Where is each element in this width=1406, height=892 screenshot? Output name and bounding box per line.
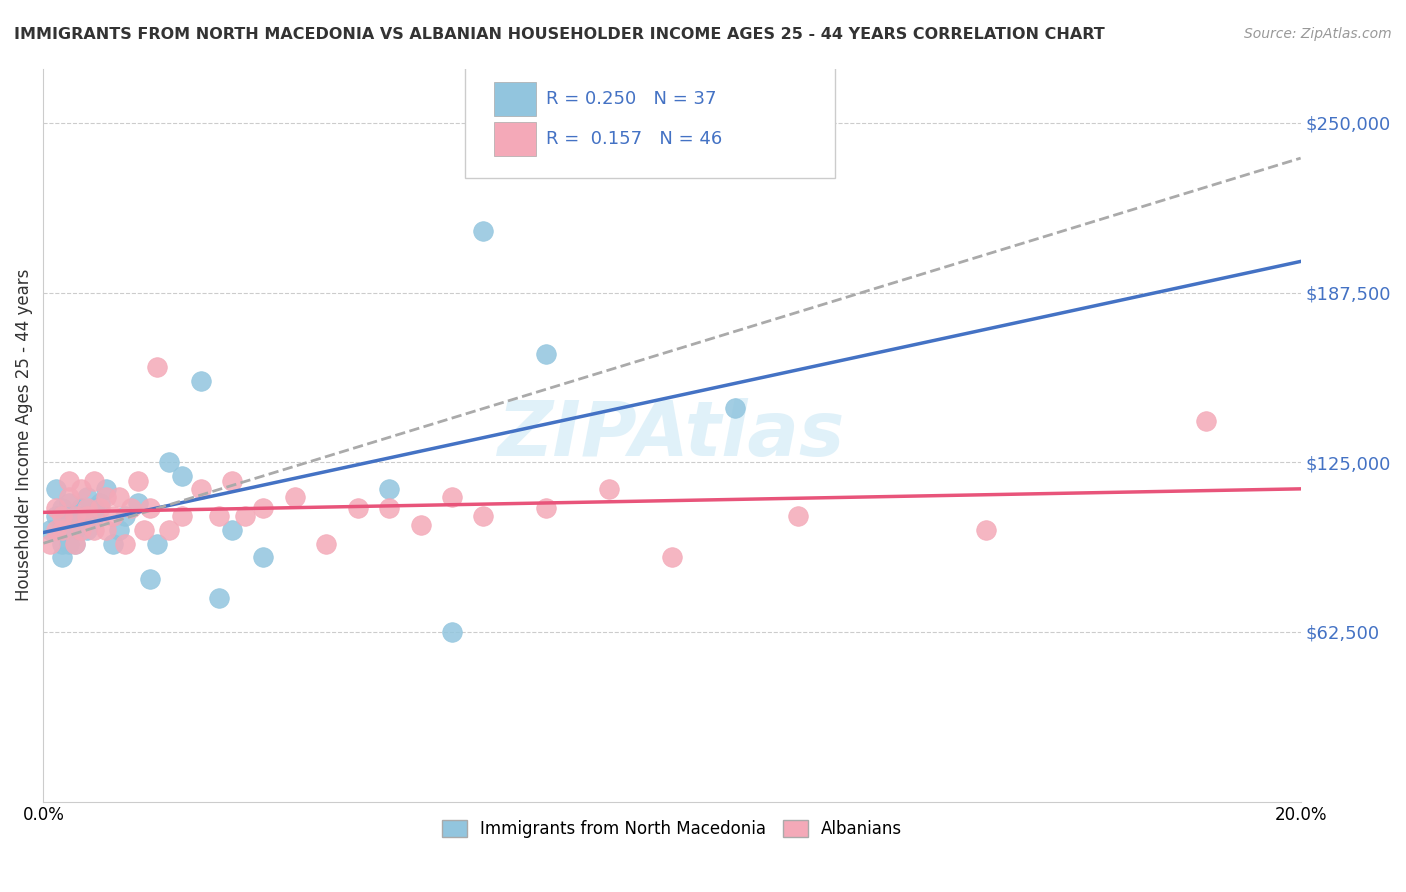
Point [114,536,136,550]
Point [208,509,231,524]
Point [157,523,180,537]
Point [378,501,401,516]
Point [89,496,111,510]
Point [139,572,162,586]
Point [51,509,73,524]
Point [96,523,118,537]
Point [96,491,118,505]
Point [661,550,683,565]
Point [252,501,274,516]
Text: R = 0.250   N = 37: R = 0.250 N = 37 [547,90,717,108]
Point [598,483,620,497]
Point [76,501,98,516]
Point [38,523,60,537]
Point [190,374,212,388]
Point [440,624,463,639]
Point [58,523,80,537]
Point [409,517,432,532]
Y-axis label: Householder Income Ages 25 - 44 years: Householder Income Ages 25 - 44 years [15,268,32,601]
Point [70,509,93,524]
Point [89,501,111,516]
Point [63,523,86,537]
Point [51,550,73,565]
Point [1195,415,1218,429]
Point [101,536,124,550]
Point [221,523,243,537]
Point [83,474,105,488]
Point [472,509,495,524]
Point [70,523,93,537]
Point [378,483,401,497]
Point [145,360,167,375]
Point [221,474,243,488]
Point [76,491,98,505]
Point [170,509,193,524]
Point [536,501,558,516]
Point [51,501,73,516]
Point [70,501,93,516]
Point [114,509,136,524]
Point [63,536,86,550]
Point [58,491,80,505]
FancyBboxPatch shape [464,65,835,178]
Point [786,509,808,524]
Point [58,496,80,510]
Text: R =  0.157   N = 46: R = 0.157 N = 46 [547,130,723,148]
Point [101,509,124,524]
Point [440,491,463,505]
Point [724,401,747,415]
Point [346,501,368,516]
Point [51,536,73,550]
Text: Source: ZipAtlas.com: Source: ZipAtlas.com [1244,27,1392,41]
Legend: Immigrants from North Macedonia, Albanians: Immigrants from North Macedonia, Albania… [434,813,908,845]
Point [284,491,307,505]
Point [58,474,80,488]
Point [45,523,67,537]
Point [536,346,558,360]
Point [132,523,155,537]
Point [157,455,180,469]
Point [45,483,67,497]
Point [45,501,67,516]
Point [145,536,167,550]
Point [208,591,231,605]
Point [38,536,60,550]
Point [315,536,337,550]
Point [127,474,149,488]
Text: IMMIGRANTS FROM NORTH MACEDONIA VS ALBANIAN HOUSEHOLDER INCOME AGES 25 - 44 YEAR: IMMIGRANTS FROM NORTH MACEDONIA VS ALBAN… [14,27,1105,42]
Point [96,483,118,497]
Point [170,468,193,483]
FancyBboxPatch shape [494,82,536,116]
Point [63,509,86,524]
Point [83,501,105,516]
Point [76,509,98,524]
Point [120,501,142,516]
Text: ZIPAtlas: ZIPAtlas [498,398,846,472]
Point [472,224,495,238]
Point [83,523,105,537]
Point [252,550,274,565]
Point [58,536,80,550]
Point [45,509,67,524]
Point [76,523,98,537]
Point [139,501,162,516]
Point [190,483,212,497]
Point [976,523,998,537]
Point [233,509,256,524]
Point [51,523,73,537]
Point [108,523,131,537]
Point [108,491,131,505]
Point [83,509,105,524]
Point [63,536,86,550]
FancyBboxPatch shape [494,122,536,156]
Point [127,496,149,510]
Point [63,509,86,524]
Point [70,483,93,497]
